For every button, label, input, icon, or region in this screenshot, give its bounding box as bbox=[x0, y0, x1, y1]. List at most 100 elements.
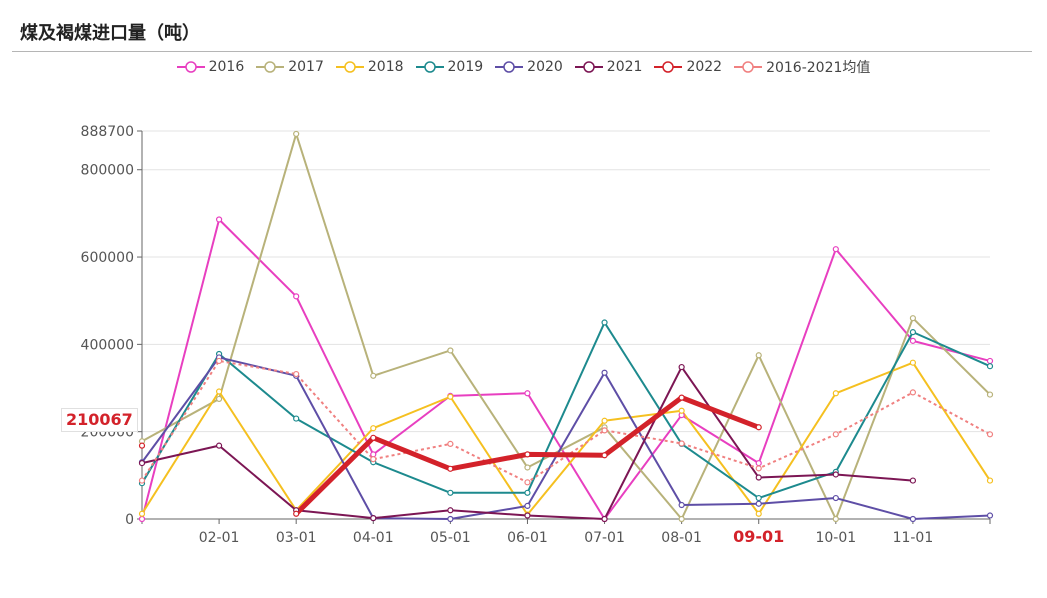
data-point-2022 bbox=[678, 394, 685, 401]
data-point-2016-2021- bbox=[755, 465, 762, 472]
legend-label: 2022 bbox=[686, 59, 723, 75]
x-tick-label: 03-01 bbox=[276, 530, 317, 546]
series-lines bbox=[141, 132, 991, 520]
data-point-2021 bbox=[215, 442, 223, 449]
data-point-2021 bbox=[370, 515, 377, 522]
data-point-2016 bbox=[293, 293, 300, 300]
x-tick-label: 08-01 bbox=[661, 530, 702, 546]
data-point-2020 bbox=[755, 500, 762, 507]
data-point-2016 bbox=[832, 246, 839, 253]
data-point-2018 bbox=[909, 359, 917, 366]
legend-label: 2019 bbox=[447, 59, 484, 75]
legend-item[interactable]: 2021 bbox=[574, 56, 642, 78]
legend-swatch bbox=[574, 61, 603, 73]
data-point-2017 bbox=[524, 464, 531, 471]
data-point-2017 bbox=[293, 130, 300, 138]
x-tick-label: 11-01 bbox=[893, 530, 934, 546]
legend-item[interactable]: 2022 bbox=[654, 56, 722, 78]
legend-swatch bbox=[176, 61, 205, 73]
data-point-2019 bbox=[524, 489, 531, 496]
data-point-2017 bbox=[447, 347, 454, 354]
data-point-2022 bbox=[370, 434, 377, 441]
legend-swatch bbox=[256, 61, 285, 73]
data-point-2020 bbox=[986, 512, 994, 519]
series-line-2017 bbox=[141, 132, 991, 520]
x-tick-label: 07-01 bbox=[584, 530, 625, 546]
legend-swatch bbox=[734, 61, 763, 73]
data-point-2021 bbox=[755, 474, 762, 481]
series-line-2019 bbox=[141, 321, 991, 500]
data-point-2021 bbox=[832, 471, 839, 478]
legend-item[interactable]: 2016 bbox=[176, 56, 244, 78]
data-point-2018 bbox=[138, 510, 146, 517]
legend-label: 2017 bbox=[288, 59, 324, 75]
data-point-2021 bbox=[601, 515, 608, 523]
data-point-2016-2021- bbox=[138, 477, 146, 484]
gridlines bbox=[142, 130, 990, 433]
data-point-2018 bbox=[755, 510, 762, 517]
title-divider bbox=[12, 51, 1032, 52]
data-point-2018 bbox=[832, 390, 839, 397]
data-point-2020 bbox=[909, 515, 917, 523]
data-point-2018 bbox=[215, 388, 223, 395]
data-point-2016-2021- bbox=[524, 479, 531, 486]
data-point-2018 bbox=[601, 417, 608, 424]
data-point-2017 bbox=[215, 395, 223, 403]
data-point-2016-2021- bbox=[678, 440, 685, 447]
data-point-2019 bbox=[601, 319, 608, 326]
x-tick-label-highlight: 09-01 bbox=[733, 527, 784, 546]
data-point-2019 bbox=[447, 489, 454, 496]
data-point-2017 bbox=[986, 391, 994, 398]
data-point-2016-2021- bbox=[293, 370, 300, 378]
legend-item[interactable]: 2016-2021均值 bbox=[734, 56, 870, 78]
data-point-2021 bbox=[524, 512, 531, 519]
latest-value-callout: 210067 bbox=[61, 408, 138, 432]
data-point-2016 bbox=[755, 460, 762, 467]
data-point-2016-2021- bbox=[447, 440, 454, 448]
data-point-2020 bbox=[678, 501, 685, 509]
data-point-2017 bbox=[755, 352, 762, 359]
legend-item[interactable]: 2017 bbox=[256, 56, 324, 78]
data-point-2016 bbox=[909, 337, 917, 344]
legend-swatch bbox=[654, 61, 683, 73]
legend-label: 2016-2021均值 bbox=[766, 60, 871, 76]
x-tick-label: 06-01 bbox=[507, 530, 548, 546]
legend-item[interactable]: 2018 bbox=[335, 56, 404, 78]
x-tick-label: 04-01 bbox=[353, 530, 394, 546]
data-point-2022 bbox=[755, 424, 762, 431]
data-point-2022 bbox=[138, 442, 146, 449]
series-line-2018 bbox=[141, 361, 991, 516]
data-point-2016 bbox=[138, 515, 146, 523]
data-point-2020 bbox=[524, 502, 531, 510]
data-point-2022 bbox=[601, 452, 608, 459]
data-point-2020 bbox=[601, 369, 608, 376]
data-point-2022 bbox=[524, 451, 531, 458]
series-line-2021 bbox=[141, 366, 913, 520]
y-tick-label: 800000 bbox=[81, 163, 134, 179]
data-point-2022 bbox=[447, 465, 454, 472]
legend-item[interactable]: 2019 bbox=[415, 56, 484, 78]
data-point-2017 bbox=[370, 372, 377, 379]
data-point-2021 bbox=[909, 477, 917, 484]
data-point-2021 bbox=[678, 363, 685, 371]
data-point-2018 bbox=[986, 477, 994, 484]
legend-label: 2018 bbox=[367, 59, 404, 75]
y-tick-label: 600000 bbox=[81, 250, 134, 266]
legend-item[interactable]: 2020 bbox=[495, 56, 563, 78]
legend-swatch bbox=[335, 61, 364, 73]
data-point-2019 bbox=[755, 494, 762, 502]
x-tick-label: 05-01 bbox=[430, 530, 471, 546]
data-point-2016-2021- bbox=[601, 427, 608, 434]
data-point-2016 bbox=[986, 357, 994, 365]
y-tick-label: 0 bbox=[125, 512, 134, 528]
data-point-2017 bbox=[678, 515, 685, 523]
data-point-2020 bbox=[832, 494, 839, 502]
data-point-2020 bbox=[447, 515, 454, 523]
series-points bbox=[138, 130, 994, 523]
data-point-2018 bbox=[447, 393, 454, 400]
data-point-2021 bbox=[138, 460, 146, 467]
chart-legend: 2016 2017 2018 2019 2020 2021 2022 2016-2021均值 bbox=[0, 56, 1047, 78]
data-point-2016 bbox=[524, 390, 531, 397]
